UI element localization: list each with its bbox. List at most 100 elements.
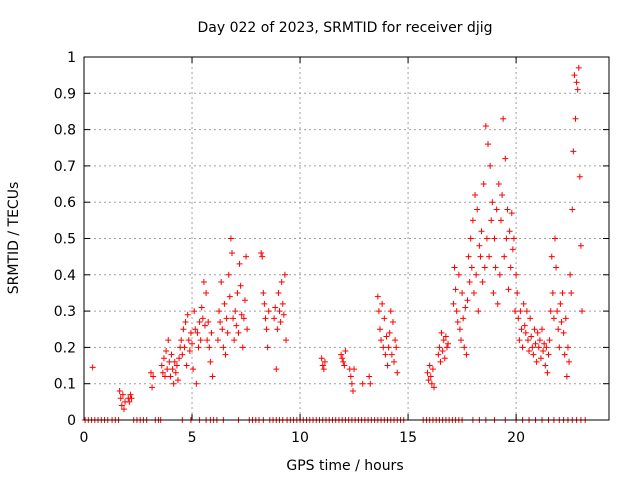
data-point <box>387 308 394 315</box>
data-point <box>499 191 506 198</box>
data-point <box>374 293 381 300</box>
data-point <box>392 337 399 344</box>
data-point <box>440 337 447 344</box>
data-point <box>442 333 449 340</box>
data-point <box>519 344 526 351</box>
data-point <box>561 351 568 358</box>
data-point <box>515 315 522 322</box>
data-point <box>223 315 230 322</box>
data-point <box>378 337 385 344</box>
data-point <box>321 358 328 365</box>
data-point <box>393 344 400 351</box>
data-point <box>570 148 577 155</box>
data-point <box>454 318 461 325</box>
data-point <box>437 358 444 365</box>
data-point <box>547 308 554 315</box>
data-point <box>183 362 190 369</box>
data-point <box>178 337 185 344</box>
data-point <box>494 300 501 307</box>
data-point <box>179 351 186 358</box>
data-point <box>550 315 557 322</box>
data-point <box>275 289 282 296</box>
data-point <box>149 384 156 391</box>
data-point <box>545 351 552 358</box>
data-point <box>340 358 347 365</box>
data-point <box>150 373 157 380</box>
data-point <box>438 329 445 336</box>
data-point <box>167 373 174 380</box>
data-point <box>196 318 203 325</box>
data-point <box>176 355 183 362</box>
data-point <box>263 326 270 333</box>
data-point <box>520 300 527 307</box>
data-point <box>259 253 266 260</box>
data-point <box>375 308 382 315</box>
data-point <box>278 279 285 286</box>
data-point <box>283 337 290 344</box>
data-point <box>512 308 519 315</box>
data-point <box>273 366 280 373</box>
data-point <box>546 337 553 344</box>
data-point <box>203 289 210 296</box>
data-point <box>479 279 486 286</box>
data-point <box>349 387 356 394</box>
data-point <box>163 348 170 355</box>
data-point <box>195 344 202 351</box>
x-tick-labels: 0 5 10 15 20 <box>80 430 525 446</box>
data-point <box>262 315 269 322</box>
data-point <box>238 311 245 318</box>
data-point <box>526 348 533 355</box>
y-tick-label: 1 <box>67 50 76 66</box>
data-point <box>214 337 221 344</box>
data-point <box>383 333 390 340</box>
data-point <box>555 326 562 333</box>
data-point <box>507 264 514 271</box>
data-point <box>532 340 539 347</box>
data-point <box>226 293 233 300</box>
data-point <box>481 264 488 271</box>
data-point <box>461 344 468 351</box>
data-point <box>424 369 431 376</box>
data-point <box>118 402 125 409</box>
data-point <box>482 122 489 129</box>
data-point <box>453 308 460 315</box>
x-tick-label: 0 <box>80 430 89 446</box>
data-point <box>181 344 188 351</box>
data-point <box>573 79 580 86</box>
data-point <box>466 279 473 286</box>
data-point <box>445 340 452 347</box>
data-point <box>443 344 450 351</box>
data-point <box>502 155 509 162</box>
data-point <box>164 366 171 373</box>
data-point <box>559 289 566 296</box>
data-point <box>478 228 485 235</box>
data-point <box>489 199 496 206</box>
y-tick-label: 0.1 <box>54 377 76 393</box>
y-tick-label: 0.8 <box>54 123 76 139</box>
data-point <box>510 235 517 242</box>
data-point <box>348 380 355 387</box>
data-point <box>514 289 521 296</box>
data-point <box>476 242 483 249</box>
data-point <box>232 308 239 315</box>
data-point <box>469 217 476 224</box>
data-point <box>533 358 540 365</box>
data-point <box>219 326 226 333</box>
data-point <box>277 318 284 325</box>
data-point <box>553 264 560 271</box>
data-point <box>470 289 477 296</box>
data-point <box>279 300 286 307</box>
data-point <box>228 250 235 257</box>
data-point <box>239 344 246 351</box>
data-points <box>82 64 589 423</box>
data-point <box>199 315 206 322</box>
data-point <box>531 326 538 333</box>
data-point <box>224 329 231 336</box>
data-point <box>485 141 492 148</box>
data-point <box>381 315 388 322</box>
data-point <box>488 217 495 224</box>
data-point <box>119 391 126 398</box>
data-point <box>379 300 386 307</box>
y-tick-label: 0.5 <box>54 232 76 248</box>
data-point <box>244 326 251 333</box>
